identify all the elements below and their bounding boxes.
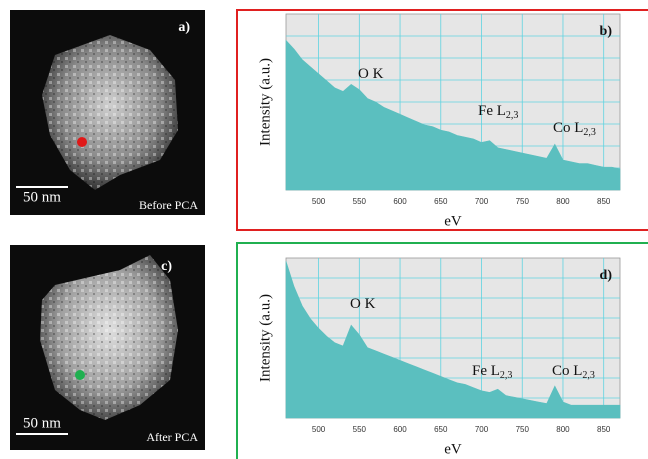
y-axis-label: Intensity (a.u.) (257, 294, 273, 382)
annotation: Co L2,3 (553, 120, 596, 138)
particle-texture (40, 255, 178, 420)
spectrum-area (285, 39, 621, 191)
panel-label: c) (161, 259, 172, 274)
annotation-subscript: 2,3 (582, 370, 595, 381)
x-tick-label: 850 (597, 197, 611, 206)
probe-point (75, 370, 85, 380)
annotation-text: O K (358, 66, 384, 82)
x-tick-label: 500 (312, 197, 326, 206)
panel-frame (236, 9, 648, 231)
x-tick-label: 700 (475, 197, 489, 206)
annotation: O K (358, 66, 384, 82)
x-tick-label: 800 (556, 425, 570, 434)
probe-point (77, 137, 87, 147)
chart: 500 550 600 650 700 750 800 850 d) eV Intensity (a… (236, 242, 648, 459)
annotation-text: Fe L (478, 103, 506, 119)
x-tick-label: 750 (516, 425, 530, 434)
annotation-text: Co L (552, 363, 582, 379)
annotation-subscript: 2,3 (500, 370, 513, 381)
y-axis-label: Intensity (a.u.) (257, 58, 273, 146)
x-tick-label: 550 (353, 425, 367, 434)
x-axis-label: eV (444, 441, 462, 457)
x-tick-label: 850 (597, 425, 611, 434)
x-tick-label: 800 (556, 197, 570, 206)
x-axis-label: eV (444, 213, 462, 229)
x-tick-label: 750 (516, 197, 530, 206)
annotation: O K (350, 296, 376, 312)
scale-text: 50 nm (23, 189, 61, 205)
annotation: Fe L2,3 (472, 363, 512, 381)
panel-label: a) (178, 20, 190, 35)
annotation-text: Fe L (472, 363, 500, 379)
panel-frame (236, 242, 648, 459)
annotation-subscript: 2,3 (583, 127, 596, 138)
particle-texture (42, 35, 178, 190)
image-panel: c) 50 nm After PCA (10, 245, 205, 450)
spectrum-area (285, 261, 621, 419)
scale-text: 50 nm (23, 415, 61, 431)
x-tick-label: 650 (434, 197, 448, 206)
image-panel: a) 50 nm Before PCA (10, 10, 205, 215)
caption: After PCA (146, 430, 198, 444)
x-tick-label: 500 (312, 425, 326, 434)
annotation-text: O K (350, 296, 376, 312)
x-tick-label: 600 (393, 425, 407, 434)
x-tick-label: 600 (393, 197, 407, 206)
annotation-subscript: 2,3 (506, 110, 519, 121)
x-tick-label: 550 (353, 197, 367, 206)
annotation: Co L2,3 (552, 363, 595, 381)
chart: 500 550 600 650 700 750 800 850 b) eV Intensity (a… (236, 9, 648, 231)
panel-label: d) (600, 268, 613, 283)
x-tick-label: 700 (475, 425, 489, 434)
annotation-text: Co L (553, 120, 583, 136)
caption: Before PCA (139, 198, 198, 212)
x-tick-label: 650 (434, 425, 448, 434)
annotation: Fe L2,3 (478, 103, 518, 121)
panel-label: b) (600, 24, 613, 39)
